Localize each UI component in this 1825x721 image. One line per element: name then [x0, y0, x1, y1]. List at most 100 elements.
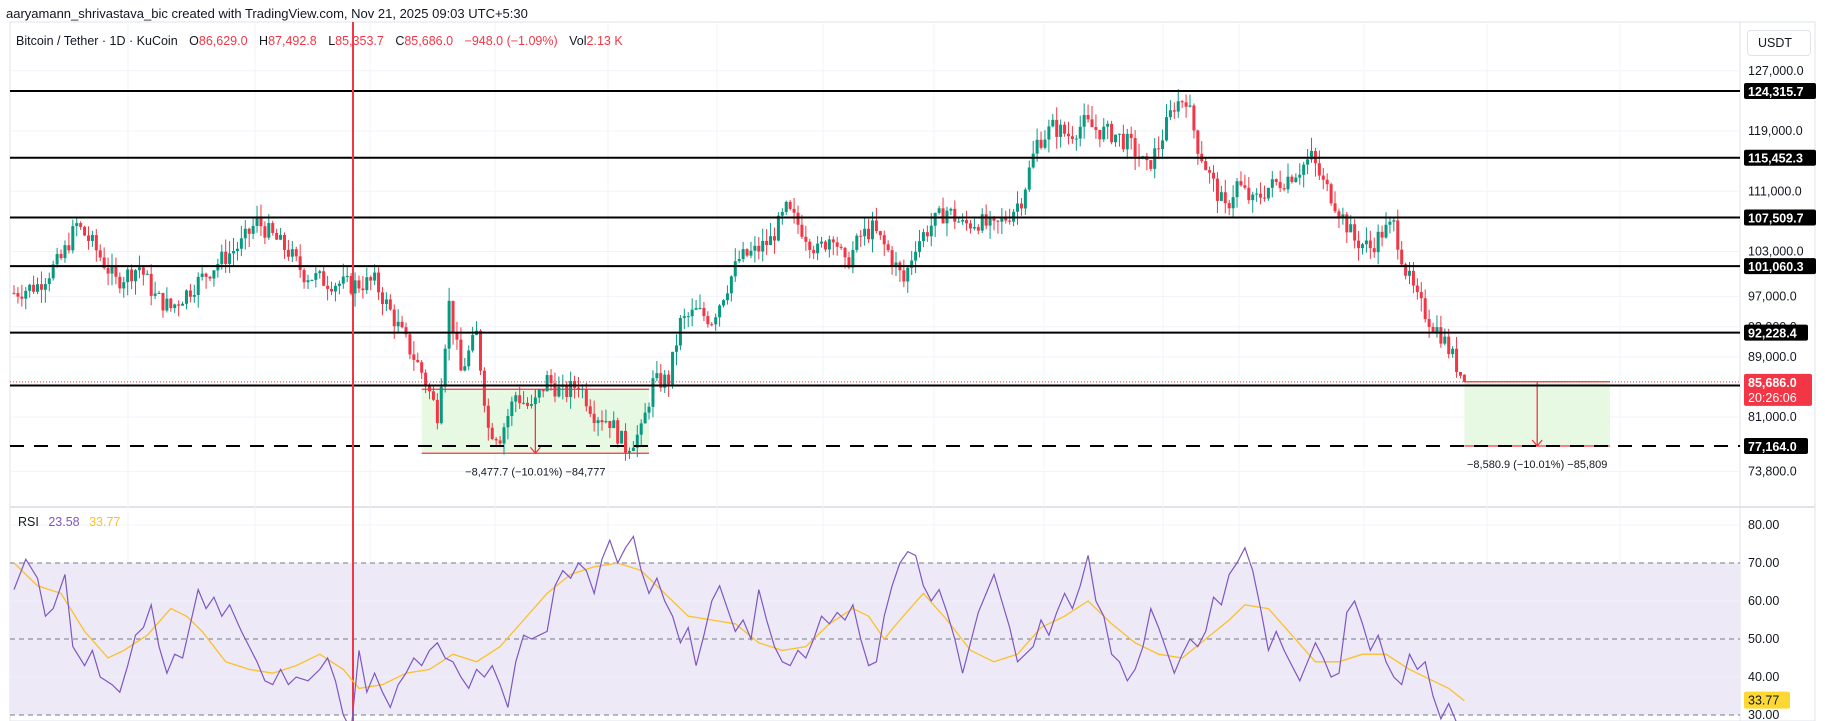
- candle-body: [1282, 188, 1286, 190]
- candle-body: [322, 271, 326, 286]
- candle-body: [330, 288, 334, 292]
- candle-body: [341, 276, 345, 284]
- measure-tool[interactable]: −8,580.9 (−10.01%) −85,809: [1464, 381, 1610, 471]
- candle-body: [1455, 348, 1459, 372]
- candle-body: [823, 241, 827, 250]
- candle-body: [1349, 224, 1353, 233]
- candle-body: [851, 249, 855, 268]
- candle-body: [1368, 240, 1372, 249]
- candle-body: [224, 251, 228, 264]
- change-value: −948.0 (−1.09%): [464, 34, 558, 48]
- rsi-label[interactable]: RSI: [18, 515, 39, 529]
- candle-body: [761, 240, 765, 252]
- candle-body: [918, 241, 922, 252]
- candle-body: [239, 238, 243, 249]
- candle-body: [894, 262, 898, 267]
- candle-body: [1019, 203, 1023, 209]
- candle-body: [655, 373, 659, 379]
- candle-body: [992, 217, 996, 221]
- candle-body: [153, 293, 157, 296]
- candle-body: [537, 389, 541, 398]
- candle-body: [725, 293, 729, 301]
- level-price-label: 124,315.7: [1748, 85, 1804, 99]
- candle-body: [447, 300, 451, 349]
- candle-body: [486, 405, 490, 428]
- candle-body: [874, 220, 878, 232]
- candle-body: [780, 212, 784, 216]
- candle-body: [1388, 221, 1392, 225]
- candle-body: [765, 240, 769, 246]
- candle-body: [737, 258, 741, 262]
- candle-body: [1290, 176, 1294, 182]
- candle-body: [106, 267, 110, 274]
- candle-body: [377, 272, 381, 293]
- candle-body: [365, 277, 369, 291]
- candle-body: [1274, 179, 1278, 182]
- candle-body: [326, 285, 330, 289]
- candle-body: [388, 299, 392, 310]
- price-tick-label: 81,000.0: [1748, 410, 1797, 424]
- rsi-ma-line: [13, 562, 1465, 702]
- rsi-tick-label: 60.00: [1748, 594, 1779, 608]
- measure-label: −8,580.9 (−10.01%) −85,809: [1467, 459, 1607, 471]
- candle-body: [886, 244, 890, 251]
- candle-body: [1353, 224, 1357, 241]
- last-price-tag: [1744, 373, 1812, 406]
- candle-body: [980, 214, 984, 231]
- candle-body: [1317, 163, 1321, 176]
- candle-body: [251, 225, 255, 234]
- candle-body: [584, 389, 588, 407]
- candle-body: [1180, 101, 1184, 103]
- symbol-title[interactable]: Bitcoin / Tether · 1D · KuCoin: [16, 34, 178, 48]
- measure-tool[interactable]: −8,477.7 (−10.01%) −84,777: [421, 388, 650, 478]
- candle-body: [75, 223, 79, 227]
- candle-body: [478, 330, 482, 371]
- candle-body: [306, 280, 310, 283]
- candle-body: [463, 366, 467, 371]
- candle-body: [1204, 161, 1208, 171]
- candle-body: [1004, 217, 1008, 221]
- price-tick-label: 73,800.0: [1748, 464, 1797, 478]
- candle-body: [302, 270, 306, 283]
- level-price-label: 92,228.4: [1748, 327, 1797, 341]
- candle-body: [988, 217, 992, 226]
- candle-body: [1462, 374, 1466, 382]
- candle-body: [651, 378, 655, 407]
- candle-body: [510, 401, 514, 417]
- candle-body: [553, 383, 557, 397]
- candle-body: [428, 386, 432, 392]
- candle-body: [910, 260, 914, 268]
- candle-body: [522, 402, 526, 404]
- candle-body: [1357, 240, 1361, 249]
- candles: [12, 89, 1466, 461]
- candle-body: [639, 423, 643, 435]
- candle-body: [404, 327, 408, 335]
- candle-body: [392, 309, 396, 327]
- candle-body: [1333, 203, 1337, 212]
- candle-body: [914, 251, 918, 261]
- level-price-tag: [1744, 83, 1816, 99]
- candle-body: [1380, 231, 1384, 238]
- candle-body: [220, 251, 224, 264]
- candle-body: [1266, 187, 1270, 199]
- candle-body: [416, 359, 420, 363]
- candle-body: [702, 307, 706, 317]
- close-value: 85,686.0: [404, 34, 454, 48]
- candle-body: [800, 224, 804, 237]
- candle-body: [1372, 248, 1376, 253]
- currency-button[interactable]: USDT: [1747, 30, 1811, 56]
- candle-body: [863, 228, 867, 237]
- candle-body: [906, 267, 910, 282]
- rsi-tick-label: 40.00: [1748, 670, 1779, 684]
- candle-body: [612, 420, 616, 429]
- candle-body: [890, 250, 894, 267]
- candle-body: [490, 427, 494, 439]
- candle-body: [647, 406, 651, 413]
- candle-body: [976, 227, 980, 231]
- candle-body: [1149, 160, 1153, 169]
- candle-body: [1404, 264, 1408, 276]
- candle-body: [1451, 348, 1455, 355]
- candle-body: [275, 232, 279, 240]
- candle-body: [1164, 117, 1168, 141]
